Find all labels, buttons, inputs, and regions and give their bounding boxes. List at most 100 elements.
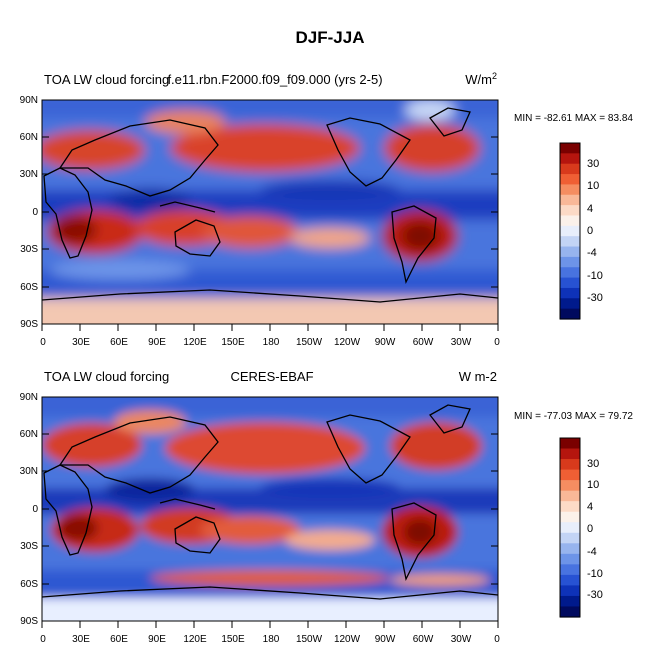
lon-label-60e: 60E [110,634,128,645]
lat-label-eq: 0 [32,207,38,218]
lon-label-180: 180 [263,337,280,348]
panel-stats: MIN = -82.61 MAX = 83.84 [514,113,633,124]
lat-ticks [42,396,498,622]
lon-label-30e: 30E [72,337,90,348]
lat-labels: 90N 60N 30N 0 30S 60S 90S [20,95,39,330]
lat-label-60n: 60N [20,132,38,143]
lat-label-30n: 30N [20,169,38,180]
colorbar-swatch [560,501,580,513]
colorbar-swatch [560,459,580,471]
lat-label-90n: 90N [20,95,38,106]
coastlines [42,107,498,303]
colorbar-swatch [560,522,580,534]
panel-units: W m-2 [459,369,497,384]
lon-label-150e: 150E [221,634,245,645]
colorbar-label-m10: -10 [587,270,603,282]
panel-left-title: TOA LW cloud forcing [44,72,169,87]
colorbar-frame [559,437,581,618]
lat-label-60n: 60N [20,429,38,440]
colorbar-swatch [560,574,580,587]
coastlines [42,404,498,600]
lon-label-0-end: 0 [494,337,500,348]
colorbar-labels: 30 10 4 0 -4 -10 -30 [587,158,603,304]
lon-label-120w: 120W [334,634,361,645]
lon-label-30w: 30W [451,337,472,348]
colorbar-label-m10: -10 [587,568,603,580]
colorbar-label-m4: -4 [587,247,597,259]
lat-label-30n: 30N [20,466,38,477]
colorbar-swatch [560,448,580,460]
lat-label-90n: 90N [20,392,38,403]
panel-left-title: TOA LW cloud forcing [44,369,169,384]
colorbar-swatch [560,543,580,555]
lon-label-60w: 60W [413,634,434,645]
colorbar-swatch [560,511,580,523]
lat-label-30s: 30S [20,541,38,552]
lon-label-90w: 90W [375,634,396,645]
panel-center-title: f.e11.rbn.F2000.f09_f09.000 (yrs 2-5) [167,72,382,87]
cloud-forcing-field [42,397,498,621]
units-base: W m-2 [459,369,497,384]
colorbar-swatch [560,308,580,320]
panel-center-title: CERES-EBAF [230,369,313,384]
colorbar-swatch [560,606,580,618]
colorbar-swatch [560,298,580,310]
colorbar-label-4: 4 [587,203,593,215]
colorbar-swatch [560,532,580,544]
colorbar-swatch [560,153,580,165]
colorbar [559,142,581,320]
colorbar-label-m30: -30 [587,292,603,304]
map-field [42,397,498,621]
colorbar-frame [559,142,581,320]
lon-label-0: 0 [40,337,46,348]
lon-label-180: 180 [263,634,280,645]
lon-label-150w: 150W [296,337,323,348]
lon-ticks [41,621,499,628]
colorbar-swatch [560,236,580,248]
units-superscript: 2 [492,71,497,81]
colorbar-swatch [560,480,580,492]
panel-units: W/m2 [465,71,497,87]
lon-labels: 0 30E 60E 90E 120E 150E 180 150W 120W 90… [40,634,500,645]
lon-labels: 0 30E 60E 90E 120E 150E 180 150W 120W 90… [40,337,500,348]
lat-label-30s: 30S [20,244,38,255]
colorbar-swatch [560,267,580,279]
colorbar-swatch [560,595,580,608]
colorbar-label-10: 10 [587,479,599,491]
colorbar-swatch [560,585,580,597]
lon-label-120w: 120W [334,337,361,348]
lat-label-eq: 0 [32,504,38,515]
lat-label-60s: 60S [20,579,38,590]
colorbar-swatch [560,194,580,206]
lon-label-30e: 30E [72,634,90,645]
colorbar-swatch [560,490,580,502]
colorbar-swatch [560,553,580,565]
lon-label-90w: 90W [375,337,396,348]
lon-label-150w: 150W [296,634,323,645]
colorbar-swatch [560,469,580,481]
colorbar-swatch [560,143,580,154]
colorbar-swatch [560,174,580,186]
panel-stats: MIN = -77.03 MAX = 79.72 [514,411,633,422]
colorbar-swatch [560,205,580,217]
lon-label-120e: 120E [183,337,207,348]
lon-label-60e: 60E [110,337,128,348]
lon-label-90e: 90E [148,634,166,645]
colorbar-swatch [560,277,580,289]
colorbar-swatch [560,438,580,450]
lat-label-90s: 90S [20,319,38,330]
colorbar-label-m30: -30 [587,589,603,601]
colorbar-swatch [560,246,580,258]
units-base: W/m [465,72,492,87]
colorbar-swatch [560,225,580,237]
panel-top: TOA LW cloud forcing f.e11.rbn.F2000.f09… [20,71,634,348]
lon-label-30w: 30W [451,634,472,645]
lon-label-60w: 60W [413,337,434,348]
colorbar-swatch [560,287,580,299]
lon-label-90e: 90E [148,337,166,348]
colorbar-label-m4: -4 [587,546,597,558]
colorbar-label-30: 30 [587,158,599,170]
lat-labels: 90N 60N 30N 0 30S 60S 90S [20,392,39,627]
lon-ticks [41,324,499,331]
lon-label-150e: 150E [221,337,245,348]
